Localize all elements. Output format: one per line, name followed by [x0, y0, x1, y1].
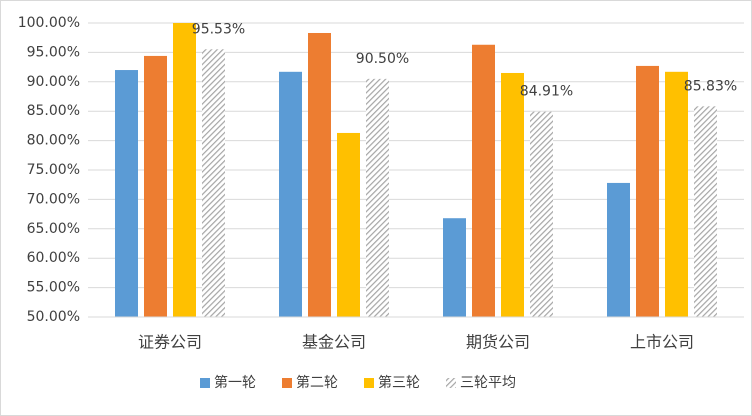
y-tick-label: 95.00%	[27, 44, 80, 60]
bar	[501, 72, 524, 317]
x-tick-label: 基金公司	[302, 333, 366, 352]
legend-label: 第一轮	[214, 374, 256, 391]
bar	[443, 218, 466, 317]
data-label: 85.83%	[684, 78, 737, 94]
bar	[173, 23, 196, 317]
y-tick-label: 80.00%	[27, 133, 80, 149]
y-tick-label: 50.00%	[27, 309, 80, 325]
legend-swatch	[446, 378, 456, 388]
bar	[279, 71, 302, 317]
x-tick-label: 上市公司	[630, 333, 694, 352]
bar	[472, 44, 495, 317]
y-tick-label: 70.00%	[27, 191, 80, 207]
legend-label: 第二轮	[296, 374, 338, 391]
y-tick-label: 55.00%	[27, 280, 80, 296]
bar	[144, 55, 167, 317]
y-tick-label: 75.00%	[27, 162, 80, 178]
legend-label: 三轮平均	[460, 375, 516, 391]
bar	[607, 182, 630, 317]
bar	[530, 111, 553, 317]
bar	[337, 132, 360, 317]
legend-swatch	[200, 378, 210, 388]
data-label: 90.50%	[356, 51, 409, 67]
y-tick-label: 90.00%	[27, 74, 80, 90]
data-label: 95.53%	[192, 21, 245, 37]
bar	[366, 78, 389, 317]
x-tick-label: 期货公司	[466, 333, 530, 352]
y-tick-label: 60.00%	[27, 250, 80, 266]
legend-swatch	[364, 378, 374, 388]
bar	[308, 32, 331, 317]
y-tick-label: 85.00%	[27, 103, 80, 119]
bar	[202, 49, 225, 317]
y-tick-label: 100.00%	[18, 15, 80, 31]
data-label: 84.91%	[520, 84, 573, 100]
bar	[665, 71, 688, 317]
x-tick-label: 证券公司	[138, 333, 202, 352]
legend-label: 第三轮	[378, 374, 420, 391]
legend-swatch	[282, 378, 292, 388]
bar	[636, 65, 659, 317]
y-tick-label: 65.00%	[27, 221, 80, 237]
bar	[694, 106, 717, 317]
bar	[115, 70, 138, 317]
